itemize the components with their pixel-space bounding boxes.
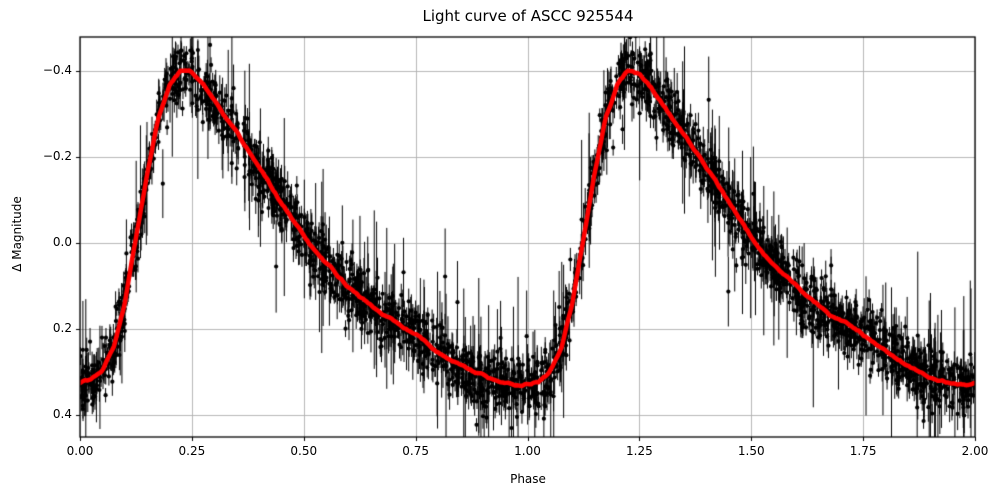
x-tick-label: 2.00 xyxy=(961,444,989,458)
x-tick-label: 1.50 xyxy=(737,444,765,458)
y-axis-label: Δ Magnitude xyxy=(10,196,24,272)
y-tick-label: −0.4 xyxy=(42,63,72,78)
x-tick-label: 1.25 xyxy=(626,444,653,458)
x-axis-label: Phase xyxy=(510,472,546,486)
x-tick-label: 1.00 xyxy=(514,444,541,458)
x-tick-label: 0.75 xyxy=(402,444,429,458)
x-tick-label: 1.75 xyxy=(849,444,877,458)
x-tick-label: 0.25 xyxy=(178,444,206,458)
chart-title: Light curve of ASCC 925544 xyxy=(422,7,634,25)
x-tick-label: 0.00 xyxy=(66,444,94,458)
y-tick-label: 0.4 xyxy=(52,407,72,422)
x-tick-label: 0.50 xyxy=(290,444,318,458)
y-tick-label: −0.2 xyxy=(42,149,72,164)
y-tick-label: 0.0 xyxy=(52,235,72,250)
y-tick-label: 0.2 xyxy=(52,321,72,336)
